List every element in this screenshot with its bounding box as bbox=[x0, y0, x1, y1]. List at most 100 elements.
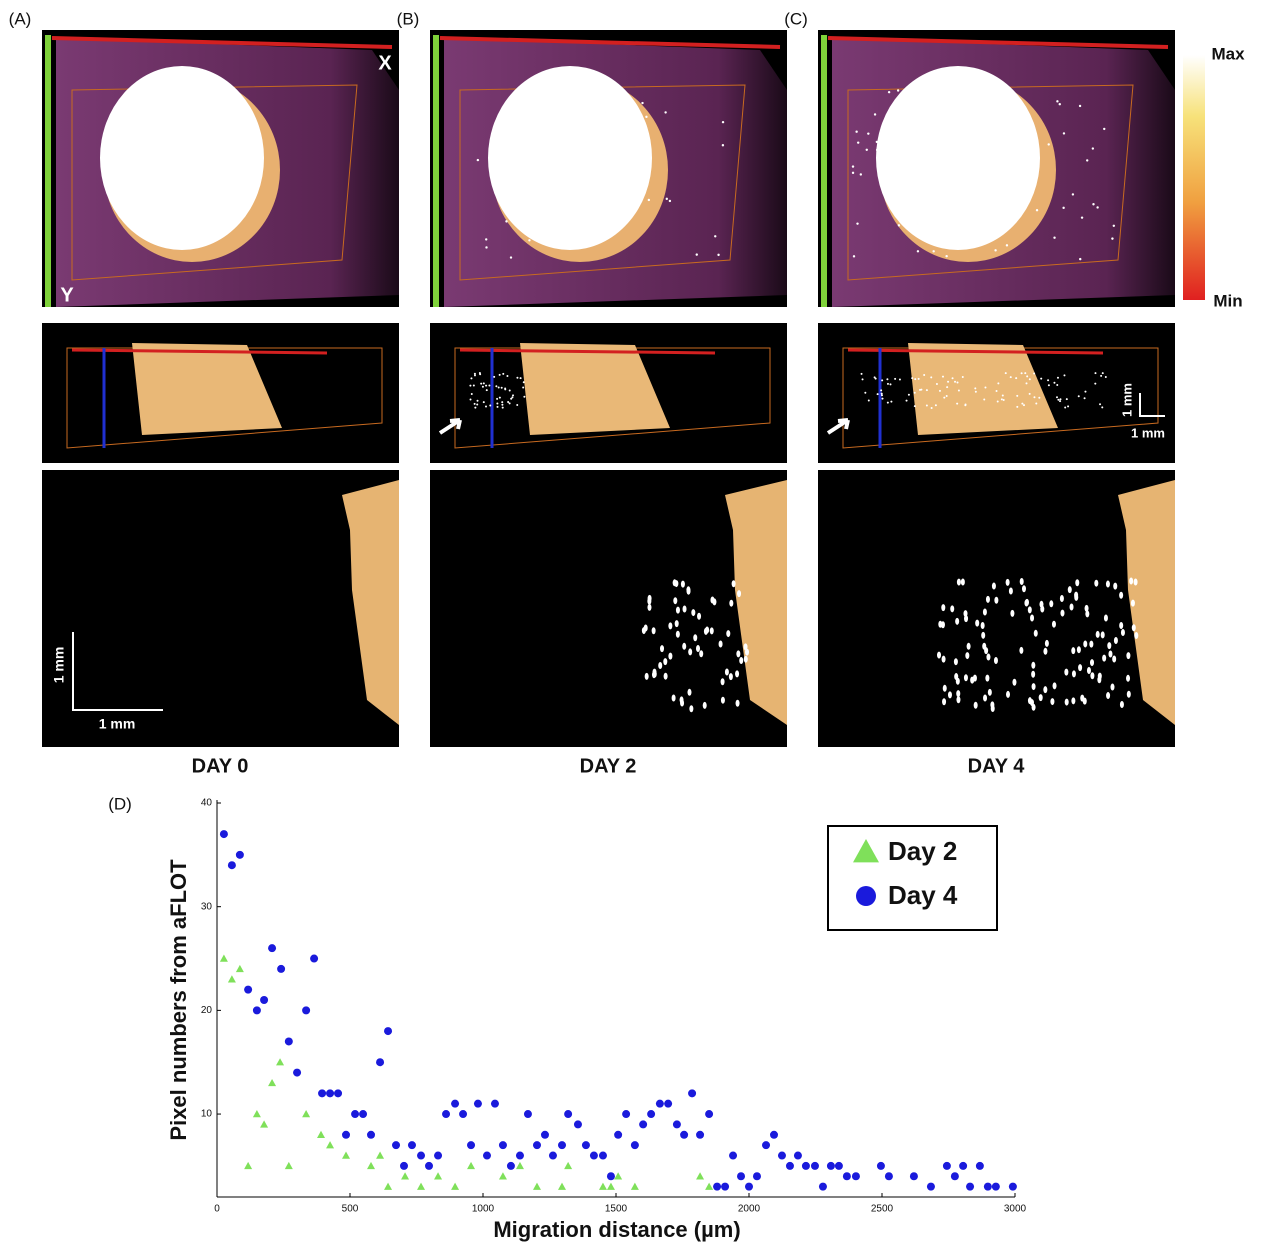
panel-label: (B) bbox=[397, 9, 420, 28]
point bbox=[507, 1162, 515, 1170]
speckle bbox=[1072, 670, 1076, 677]
speckle bbox=[881, 394, 883, 396]
point bbox=[516, 1162, 524, 1169]
speckle bbox=[1006, 691, 1010, 698]
x-tick-label: 2500 bbox=[871, 1204, 894, 1215]
speckle bbox=[1119, 592, 1123, 599]
speckle bbox=[942, 376, 944, 378]
speckle bbox=[1121, 629, 1125, 636]
speckle bbox=[889, 383, 891, 385]
point bbox=[607, 1183, 615, 1190]
speckle bbox=[957, 381, 959, 383]
speckle bbox=[1104, 614, 1108, 621]
speckle bbox=[856, 222, 858, 224]
speckle bbox=[1126, 675, 1130, 682]
speckle bbox=[1040, 378, 1042, 380]
x-tick-label: 1000 bbox=[472, 1204, 495, 1215]
point bbox=[564, 1162, 572, 1169]
speckle bbox=[623, 159, 625, 161]
speckle bbox=[946, 386, 948, 388]
panel-label: (D) bbox=[108, 794, 132, 813]
speckle bbox=[881, 379, 883, 381]
speckle bbox=[681, 581, 685, 588]
point bbox=[483, 1152, 491, 1160]
point bbox=[253, 1006, 261, 1014]
speckle bbox=[917, 250, 919, 252]
speckle bbox=[648, 595, 652, 602]
point bbox=[467, 1162, 475, 1169]
point bbox=[244, 1162, 252, 1169]
speckle bbox=[1001, 398, 1003, 400]
speckle bbox=[721, 678, 725, 685]
speckle bbox=[965, 652, 969, 659]
speckle bbox=[866, 149, 868, 151]
speckle bbox=[939, 390, 941, 392]
speckle bbox=[983, 399, 985, 401]
point bbox=[467, 1141, 475, 1149]
speckle bbox=[852, 165, 854, 167]
speckle bbox=[507, 401, 509, 403]
speckle bbox=[1072, 193, 1074, 195]
speckle bbox=[585, 104, 587, 106]
point bbox=[236, 851, 244, 859]
speckle bbox=[1010, 376, 1012, 378]
speckle bbox=[975, 620, 979, 627]
speckle bbox=[663, 658, 667, 665]
speckle bbox=[958, 390, 960, 392]
speckle bbox=[645, 137, 647, 139]
point bbox=[549, 1152, 557, 1160]
speckle bbox=[868, 400, 870, 402]
speckle bbox=[674, 580, 678, 587]
point bbox=[564, 1110, 572, 1118]
speckle bbox=[528, 239, 530, 241]
speckle bbox=[954, 381, 956, 383]
point bbox=[843, 1172, 851, 1180]
speckle bbox=[1114, 637, 1118, 644]
speckle bbox=[984, 105, 986, 107]
speckle bbox=[1131, 600, 1135, 607]
speckle bbox=[647, 604, 651, 611]
speckle bbox=[672, 694, 676, 701]
speckle bbox=[1065, 699, 1069, 706]
point bbox=[582, 1141, 590, 1149]
speckle bbox=[876, 141, 878, 143]
speckle bbox=[522, 387, 524, 389]
x-axis-label: Migration distance (µm) bbox=[493, 1217, 740, 1242]
speckle bbox=[1028, 606, 1032, 613]
speckle bbox=[1078, 395, 1080, 397]
speckle bbox=[1043, 648, 1047, 655]
speckle bbox=[485, 385, 487, 387]
speckle bbox=[1050, 698, 1054, 705]
speckle bbox=[1067, 405, 1069, 407]
speckle bbox=[1089, 641, 1093, 648]
point bbox=[293, 1069, 301, 1077]
speckle bbox=[879, 159, 881, 161]
speckle bbox=[658, 662, 662, 669]
speckle bbox=[1020, 578, 1024, 585]
speckle bbox=[520, 377, 522, 379]
point bbox=[696, 1172, 704, 1179]
speckle bbox=[964, 674, 968, 681]
point bbox=[334, 1089, 342, 1097]
speckle bbox=[1019, 647, 1023, 654]
point bbox=[852, 1172, 860, 1180]
speckle bbox=[1113, 583, 1117, 590]
speckle bbox=[1024, 599, 1028, 606]
legend-marker bbox=[856, 886, 876, 906]
speckle bbox=[1053, 382, 1055, 384]
speckle bbox=[714, 235, 716, 237]
speckle bbox=[1036, 209, 1038, 211]
y-tick-label: 20 bbox=[201, 1005, 213, 1016]
panel-label: (A) bbox=[9, 9, 32, 28]
point bbox=[607, 1172, 615, 1180]
speckle bbox=[725, 669, 729, 676]
point bbox=[885, 1172, 893, 1180]
speckle bbox=[967, 643, 971, 650]
speckle bbox=[899, 379, 901, 381]
speckle bbox=[898, 224, 900, 226]
speckle bbox=[857, 141, 859, 143]
colorbar-max: Max bbox=[1211, 44, 1245, 63]
speckle bbox=[1084, 391, 1086, 393]
speckle bbox=[1094, 372, 1096, 374]
speckle bbox=[722, 121, 724, 123]
